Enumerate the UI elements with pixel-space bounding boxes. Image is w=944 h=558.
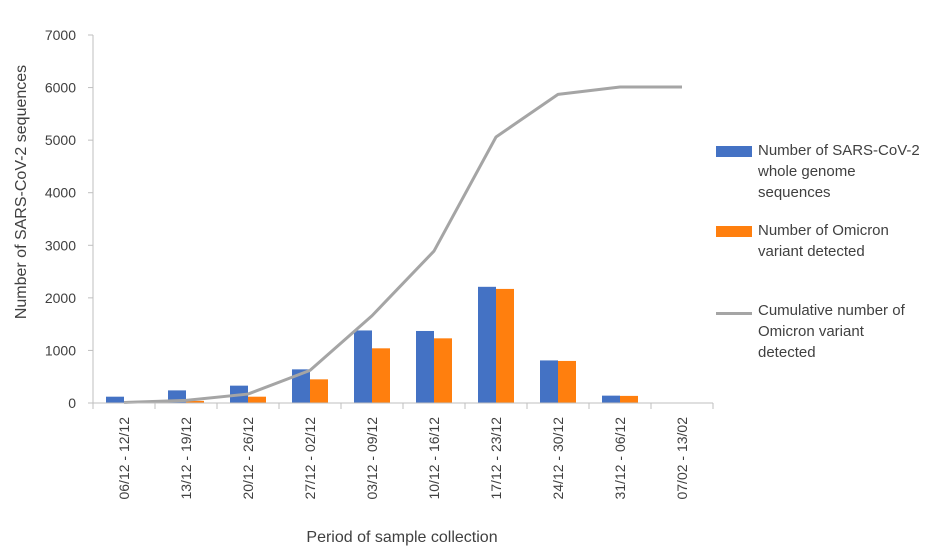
y-axis-title: Number of SARS-CoV-2 sequences (13, 65, 30, 319)
legend-swatch-blue (716, 146, 752, 157)
legend-label: Number of SARS-CoV-2 whole genome sequen… (758, 142, 920, 201)
bar-omicron (310, 379, 328, 403)
y-tick-label: 0 (68, 395, 76, 411)
axes-layer: 0 1000 2000 3000 4000 5000 6000 7000 06/12 - 12/… (45, 27, 714, 500)
bar-omicron (620, 395, 638, 403)
legend-item-omicron: Number of Omicron variant detected (716, 220, 889, 262)
x-tick-label: 20/12 - 26/12 (240, 417, 256, 500)
bar-omicron (372, 348, 390, 403)
legend-item-sequences: Number of SARS-CoV-2 whole genome sequen… (716, 140, 920, 203)
bar-sequences (478, 286, 496, 403)
bar-omicron (248, 396, 266, 403)
y-tick-label: 7000 (45, 27, 76, 43)
y-tick-label: 3000 (45, 237, 76, 253)
bar-sequences (106, 396, 124, 403)
x-tick-label: 07/02 - 13/02 (674, 417, 690, 500)
x-axis-title: Period of sample collection (306, 529, 497, 546)
x-tick-label: 13/12 - 19/12 (178, 417, 194, 500)
x-tick-label: 06/12 - 12/12 (116, 417, 132, 500)
bar-omicron (186, 400, 204, 403)
legend-item-cumulative: Cumulative number of Omicron variant det… (716, 300, 905, 363)
bar-omicron (496, 288, 514, 403)
y-tick-label: 6000 (45, 80, 76, 96)
x-tick-label: 03/12 - 09/12 (364, 417, 380, 500)
bar-sequences (602, 395, 620, 403)
x-tick-label: 31/12 - 06/12 (612, 417, 628, 500)
line-layer (123, 85, 682, 404)
y-tick-label: 5000 (45, 132, 76, 148)
legend-label: Cumulative number of Omicron variant det… (758, 302, 905, 361)
line-cumulative (123, 85, 682, 404)
legend-swatch-line (716, 312, 752, 315)
bars-layer (106, 286, 638, 403)
x-tick-label: 27/12 - 02/12 (302, 417, 318, 500)
bar-sequences (354, 330, 372, 403)
legend-swatch-orange (716, 226, 752, 237)
bar-sequences (540, 360, 558, 403)
x-tick-label: 10/12 - 16/12 (426, 417, 442, 500)
legend-label: Number of Omicron variant detected (758, 222, 889, 260)
x-tick-label: 17/12 - 23/12 (488, 417, 504, 500)
x-tick-label: 24/12 - 30/12 (550, 417, 566, 500)
bar-sequences (292, 369, 310, 403)
bar-omicron (434, 338, 452, 403)
y-tick-label: 2000 (45, 290, 76, 306)
y-tick-label: 1000 (45, 342, 76, 358)
y-tick-label: 4000 (45, 185, 76, 201)
bar-sequences (416, 330, 434, 403)
bar-omicron (558, 360, 576, 403)
